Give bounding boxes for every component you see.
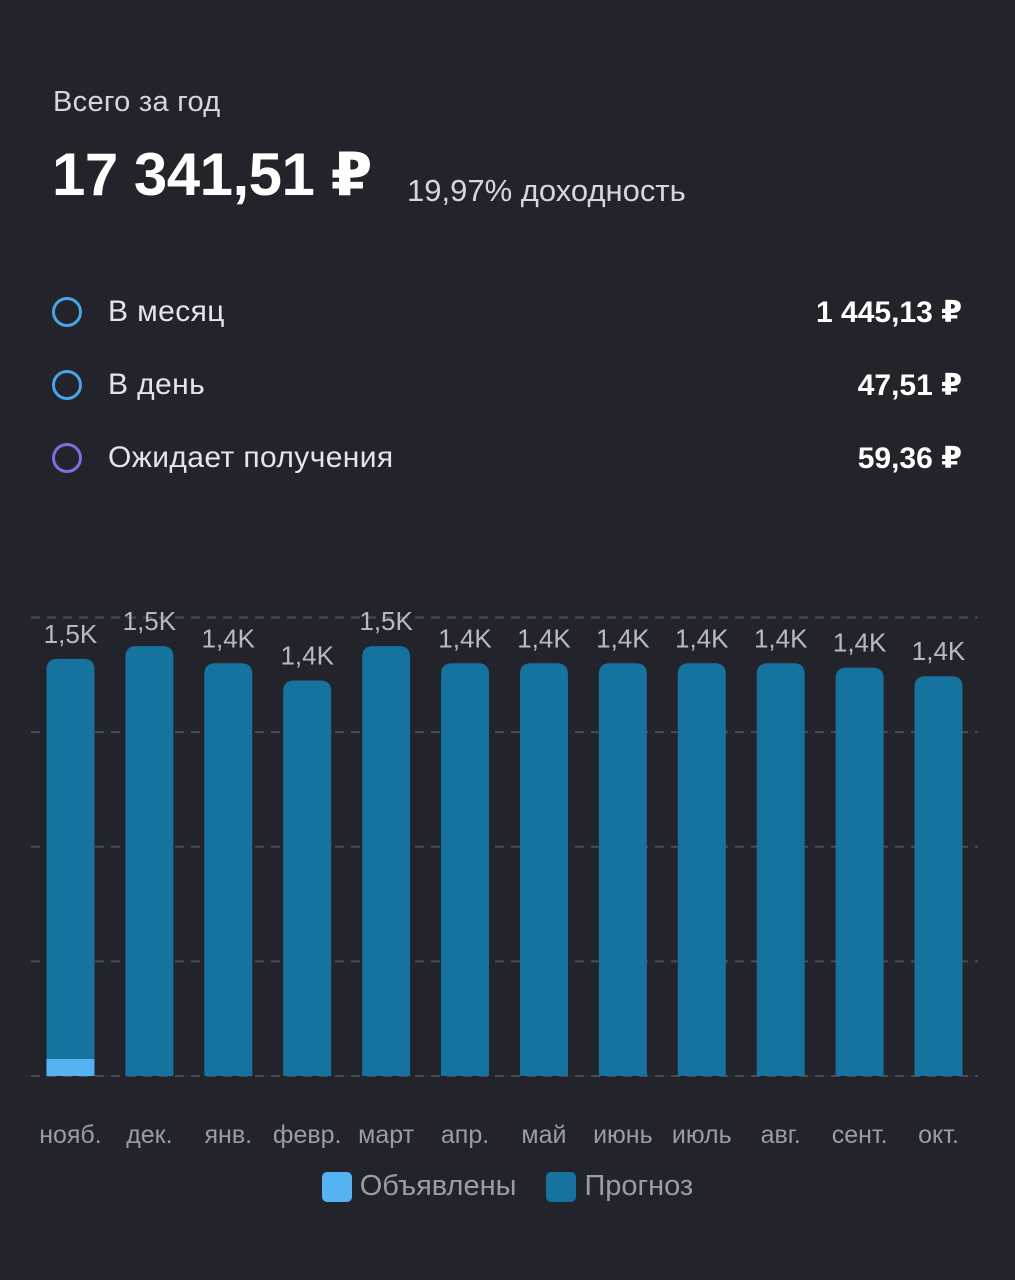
- bar-value-label-1: 1,5K: [123, 606, 177, 636]
- legend-swatch-forecast: [546, 1171, 577, 1202]
- bar-value-label-6: 1,4K: [517, 623, 571, 653]
- bar-forecast-8: [677, 663, 726, 1076]
- month-tick-label-4: март: [358, 1121, 414, 1149]
- month-tick-label-9: авг.: [761, 1121, 801, 1149]
- bar-forecast-11: [914, 676, 963, 1076]
- month-tick-label-11: окт.: [918, 1121, 959, 1149]
- stat-label-day: В день: [108, 368, 206, 401]
- bar-value-label-5: 1,4K: [438, 623, 492, 653]
- bar-value-label-8: 1,4K: [675, 623, 729, 653]
- bar-forecast-7: [598, 663, 647, 1076]
- dividend-bar-chart: 1,5K нояб. 1,5K дек. 1,4K янв. 1,4K февр. 1,5K ма…: [31, 606, 978, 1149]
- bar-forecast-10: [835, 667, 884, 1076]
- stat-row-month: В месяц 1 445,13 ₽: [52, 292, 962, 332]
- stat-value-month: 1 445,13 ₽: [816, 295, 962, 329]
- ring-blue-icon: [52, 370, 82, 400]
- month-tick-label-5: апр.: [441, 1121, 489, 1149]
- chart-legend: Объявлены Прогноз: [0, 1170, 1015, 1203]
- bar-forecast-5: [441, 663, 490, 1076]
- legend-item-forecast[interactable]: Прогноз: [546, 1170, 693, 1203]
- bar-value-label-2: 1,4K: [202, 623, 256, 653]
- stat-row-pending: Ожидает получения 59,36 ₽: [52, 438, 962, 478]
- annual-total: 17 341,51 ₽: [52, 141, 372, 208]
- month-tick-label-0: нояб.: [39, 1121, 102, 1149]
- legend-swatch-declared: [321, 1171, 352, 1202]
- bar-value-label-7: 1,4K: [596, 623, 650, 653]
- bar-value-label-9: 1,4K: [754, 623, 808, 653]
- bar-value-label-11: 1,4K: [912, 636, 966, 666]
- ring-purple-icon: [52, 443, 82, 473]
- bar-declared-0: [46, 1058, 95, 1076]
- legend-label-declared: Объявлены: [359, 1170, 517, 1202]
- month-tick-label-1: дек.: [126, 1121, 172, 1149]
- yield-text: 19,97% доходность: [407, 173, 686, 208]
- stat-value-pending: 59,36 ₽: [857, 441, 962, 475]
- month-tick-label-7: июнь: [593, 1121, 653, 1149]
- summary-label: Всего за год: [53, 86, 221, 118]
- bar-forecast-2: [204, 663, 253, 1076]
- bar-forecast-6: [519, 663, 568, 1076]
- bar-forecast-3: [283, 680, 332, 1076]
- bar-forecast-1: [125, 646, 174, 1076]
- month-tick-label-10: сент.: [832, 1121, 888, 1149]
- bar-forecast-0: [46, 658, 95, 1076]
- month-tick-label-3: февр.: [273, 1121, 342, 1149]
- bar-forecast-9: [756, 663, 805, 1076]
- bar-value-label-4: 1,5K: [359, 606, 413, 636]
- stat-label-pending: Ожидает получения: [108, 441, 394, 474]
- month-tick-label-2: янв.: [205, 1121, 253, 1149]
- bar-forecast-4: [362, 646, 411, 1076]
- legend-label-forecast: Прогноз: [584, 1170, 694, 1202]
- bar-value-label-0: 1,5K: [44, 619, 98, 649]
- stat-value-day: 47,51 ₽: [857, 368, 962, 402]
- stat-label-month: В месяц: [108, 295, 225, 328]
- ring-blue-icon: [52, 297, 82, 327]
- legend-item-declared[interactable]: Объявлены: [321, 1170, 517, 1203]
- bar-value-label-10: 1,4K: [833, 628, 887, 658]
- month-tick-label-6: май: [521, 1121, 566, 1149]
- stat-row-day: В день 47,51 ₽: [52, 365, 962, 405]
- bar-value-label-3: 1,4K: [280, 640, 334, 670]
- month-tick-label-8: июль: [672, 1121, 732, 1149]
